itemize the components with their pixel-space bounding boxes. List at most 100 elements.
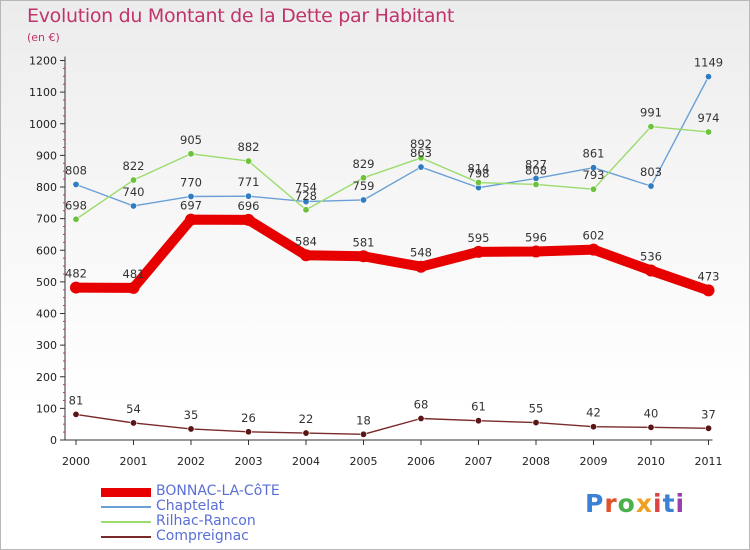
data-point	[130, 419, 138, 427]
y-tick-label: 0	[50, 434, 57, 447]
x-tick-label: 2000	[62, 455, 90, 468]
data-label: 602	[583, 229, 605, 243]
x-tick-label: 2008	[522, 455, 550, 468]
data-label: 991	[640, 106, 662, 120]
chart-title: Evolution du Montant de la Dette par Hab…	[27, 5, 455, 27]
x-tick-label: 2004	[292, 455, 320, 468]
data-point	[702, 284, 715, 297]
data-label: 770	[180, 175, 202, 189]
data-label: 882	[238, 140, 260, 154]
data-label: 697	[180, 199, 202, 213]
data-point	[417, 414, 425, 422]
legend-swatch	[101, 536, 151, 538]
y-tick-label: 800	[36, 181, 57, 194]
data-point	[187, 425, 195, 433]
data-label: 822	[123, 159, 145, 173]
data-label: 905	[180, 133, 202, 147]
data-label: 584	[295, 234, 317, 248]
data-label: 81	[69, 393, 84, 407]
data-point	[589, 423, 597, 431]
data-label: 536	[640, 249, 662, 263]
data-point	[530, 245, 542, 258]
data-label: 40	[644, 406, 659, 420]
data-point	[474, 417, 482, 425]
data-point	[532, 180, 540, 188]
data-point	[704, 73, 712, 81]
series-line	[75, 75, 710, 207]
data-label: 55	[529, 402, 544, 416]
data-point	[130, 176, 138, 184]
data-label: 892	[410, 137, 432, 151]
data-point	[72, 180, 80, 188]
series-line	[71, 214, 714, 296]
data-label: 22	[299, 412, 314, 426]
y-tick-label: 500	[36, 276, 57, 289]
data-label: 61	[471, 400, 486, 414]
legend-label: Chaptelat	[156, 498, 225, 514]
data-point	[187, 150, 195, 158]
legend-label: Rilhac-Rancon	[156, 513, 256, 529]
data-point	[130, 202, 138, 210]
data-label: 35	[184, 408, 199, 422]
data-point	[589, 164, 597, 172]
legend-label: Compreignac	[156, 528, 249, 544]
legend-swatch	[101, 488, 151, 497]
data-point	[704, 128, 712, 136]
data-label: 1149	[694, 56, 723, 70]
y-tick-label: 1000	[29, 118, 57, 131]
data-label: 581	[353, 235, 375, 249]
data-label: 861	[583, 147, 605, 161]
data-label: 863	[410, 146, 432, 160]
data-point	[300, 249, 312, 262]
data-label: 798	[468, 167, 490, 181]
data-point	[647, 423, 655, 431]
data-label: 473	[698, 269, 720, 283]
data-label: 740	[123, 185, 145, 199]
logo-letter: i	[675, 489, 686, 518]
data-label: 698	[65, 198, 87, 212]
data-label: 481	[123, 267, 145, 281]
data-point	[302, 198, 310, 206]
data-point	[70, 281, 82, 294]
proxiti-logo: Proxiti	[585, 489, 685, 518]
data-point	[72, 410, 80, 418]
y-tick-label: 1200	[29, 55, 57, 68]
legend-swatch	[101, 506, 151, 508]
data-point	[359, 430, 367, 438]
chart-subtitle: (en €)	[27, 31, 60, 44]
data-label: 596	[525, 231, 547, 245]
data-point	[245, 192, 253, 200]
data-label: 696	[238, 199, 260, 213]
x-tick-label: 2007	[465, 455, 493, 468]
data-label: 54	[126, 402, 141, 416]
data-point	[417, 163, 425, 171]
data-label: 26	[241, 411, 256, 425]
data-point	[357, 250, 370, 263]
data-label: 595	[468, 231, 490, 245]
series-line	[75, 413, 710, 436]
y-tick-label: 600	[36, 244, 57, 257]
logo-letter: t	[662, 489, 676, 518]
data-label: 827	[525, 157, 547, 171]
data-point	[127, 281, 140, 294]
data-point	[647, 123, 655, 131]
x-tick-label: 2010	[637, 455, 665, 468]
data-point	[587, 243, 600, 256]
y-tick-label: 200	[36, 371, 57, 384]
data-point	[302, 429, 310, 437]
data-label: 37	[701, 407, 716, 421]
logo-letter: r	[604, 489, 618, 518]
x-tick-label: 2011	[695, 455, 723, 468]
x-tick-label: 2009	[580, 455, 608, 468]
data-label: 68	[414, 397, 429, 411]
data-point	[589, 185, 597, 193]
data-point	[185, 213, 197, 226]
y-tick-label: 100	[36, 402, 57, 415]
data-label: 771	[238, 175, 260, 189]
data-label: 42	[586, 406, 601, 420]
data-point	[302, 206, 310, 214]
data-label: 728	[295, 189, 317, 203]
data-label: 974	[698, 111, 720, 125]
series-line	[75, 125, 710, 220]
